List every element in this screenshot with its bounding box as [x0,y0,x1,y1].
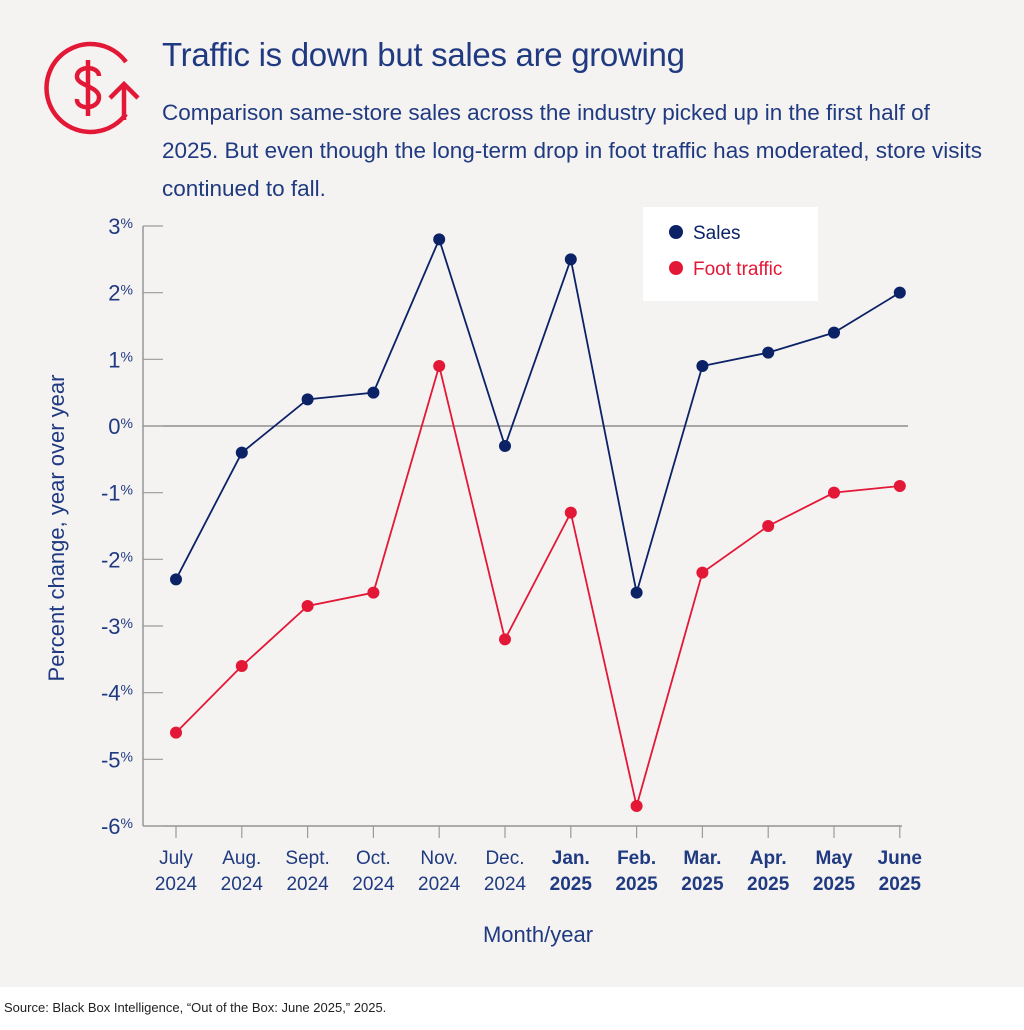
x-tick-label-month: Sept. [285,848,329,869]
data-point-foot-traffic [367,586,380,599]
x-tick-label-month: June [878,848,922,869]
series-line-foot-traffic [175,362,900,807]
chart-subtitle: Comparison same-store sales across the i… [162,100,983,201]
data-point-foot-traffic [564,506,577,519]
x-tick-label-month: July [159,848,193,869]
x-tick-label-year: 2025 [747,874,790,895]
axes: 3%2%1%0%-1%-2%-3%-4%-5%-6%July2024Aug.20… [101,214,922,895]
x-tick-label-month: Apr. [750,848,787,869]
chart-title: Traffic is down but sales are growing [162,36,685,73]
data-point-foot-traffic [235,660,248,672]
data-point-sales [696,360,709,372]
data-point-foot-traffic [893,480,906,492]
series-layer [170,233,906,812]
y-tick-label: -4% [101,681,133,706]
series-line-sales [175,236,901,593]
legend-label-foot-traffic: Foot traffic [693,259,783,280]
x-tick-label-year: 2024 [221,874,264,895]
data-point-foot-traffic [170,726,182,739]
x-tick-label-month: Feb. [617,848,656,869]
y-tick-value: 1 [108,347,120,372]
y-tick-percent: % [121,748,133,764]
y-axis-label: Percent change, year over year [44,375,69,682]
data-point-foot-traffic [696,566,709,579]
x-tick-label-month: Jan. [552,848,590,869]
y-tick-percent: % [121,815,133,831]
y-tick-value: -6 [101,814,121,839]
x-tick-label-year: 2025 [681,874,724,895]
legend-marker-foot-traffic [669,260,683,275]
legend: Sales Foot traffic [643,207,818,301]
data-point-sales [499,440,511,452]
x-tick-label-month: Dec. [485,848,524,869]
y-tick-value: -1 [101,481,121,506]
legend-label-sales: Sales [693,223,741,244]
x-tick-label-month: Oct. [356,848,391,869]
y-tick-label: 0% [108,414,133,439]
x-tick-label-year: 2024 [155,874,198,895]
data-point-sales [235,446,248,459]
line-chart: 3%2%1%0%-1%-2%-3%-4%-5%-6%July2024Aug.20… [44,214,922,947]
x-tick-label-year: 2024 [352,874,395,895]
y-tick-label: 1% [108,347,133,372]
legend-marker-sales [669,224,683,239]
x-tick-label-year: 2024 [484,874,527,895]
x-axis-label: Month/year [483,922,593,947]
data-point-sales [433,233,446,246]
y-tick-percent: % [121,548,133,564]
y-tick-label: -6% [101,814,133,839]
source-note: Source: Black Box Intelligence, “Out of … [4,1000,387,1015]
data-point-sales [630,586,643,599]
y-tick-label: -1% [101,481,133,506]
dollar-circle-up-arrow-icon [44,41,140,135]
legend-item-sales: Sales [669,223,741,245]
y-tick-value: 3 [108,214,120,239]
y-tick-value: -2 [101,547,121,572]
y-tick-label: 2% [108,281,133,306]
y-tick-value: 2 [108,281,120,306]
data-point-foot-traffic [762,520,775,532]
y-tick-value: -5 [101,747,121,772]
data-point-foot-traffic [630,800,643,812]
x-tick-label-year: 2025 [879,874,922,895]
x-tick-label-year: 2024 [286,874,329,895]
x-tick-label-month: May [816,848,853,869]
data-point-foot-traffic [433,360,446,372]
data-point-sales [170,573,182,586]
y-tick-value: -3 [101,614,121,639]
y-tick-value: 0 [108,414,120,439]
data-point-foot-traffic [301,600,314,612]
y-tick-label: 3% [108,214,133,239]
y-tick-percent: % [121,282,133,298]
x-tick-label-year: 2025 [615,874,658,895]
y-tick-label: -5% [101,747,133,772]
data-point-foot-traffic [499,633,511,646]
x-tick-label-month: Aug. [222,848,261,869]
x-tick-label-year: 2025 [550,874,593,895]
data-point-sales [828,326,840,339]
y-tick-percent: % [121,482,133,498]
y-tick-label: -3% [101,614,133,639]
data-point-sales [564,253,577,266]
y-tick-label: -2% [101,547,133,572]
data-point-sales [762,346,775,359]
chart-panel [0,0,1024,987]
x-tick-label-year: 2024 [418,874,461,895]
y-tick-percent: % [121,415,133,431]
data-point-sales [367,386,380,399]
y-tick-percent: % [121,348,133,364]
y-tick-value: -4 [101,681,121,706]
y-tick-percent: % [121,682,133,698]
x-tick-label-month: Nov. [420,848,458,869]
data-point-foot-traffic [828,486,840,499]
data-point-sales [301,393,314,406]
data-point-sales [893,286,906,299]
y-tick-percent: % [121,215,133,231]
x-tick-label-month: Mar. [683,848,721,869]
legend-item-foot-traffic: Foot traffic [669,259,782,281]
y-tick-percent: % [121,615,133,631]
x-tick-label-year: 2025 [813,874,856,895]
